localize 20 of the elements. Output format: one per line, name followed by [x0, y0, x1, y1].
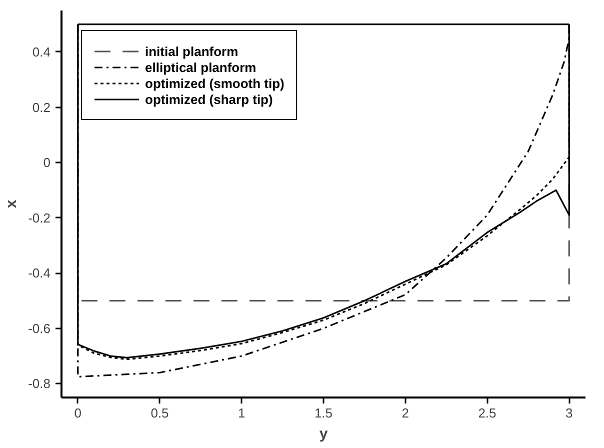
- y-tick-label: -0.6: [28, 320, 51, 336]
- y-tick-label: -0.2: [28, 210, 51, 226]
- x-tick-label: 2: [402, 406, 409, 420]
- y-tick-label: -0.8: [28, 376, 51, 392]
- x-tick-label: 0: [74, 406, 82, 420]
- x-tick-label: 2.5: [478, 406, 496, 420]
- x-tick-label: 0.5: [150, 406, 169, 420]
- x-axis-title: y: [319, 426, 328, 442]
- y-axis-title: x: [3, 199, 20, 208]
- y-tick-label: 0: [43, 155, 51, 170]
- y-tick-label: 0.2: [32, 100, 51, 115]
- legend-label: optimized (smooth tip): [145, 75, 284, 91]
- x-tick-label: 3: [566, 406, 573, 420]
- x-tick-label: 1.5: [314, 406, 333, 420]
- y-tick-label: 0.4: [32, 44, 51, 60]
- legend-label: elliptical planform: [145, 59, 256, 75]
- legend-label: optimized (sharp tip): [145, 91, 273, 107]
- legend-label: initial planform: [145, 43, 238, 59]
- x-tick-label: 1: [238, 406, 246, 420]
- y-tick-label: -0.4: [28, 266, 51, 281]
